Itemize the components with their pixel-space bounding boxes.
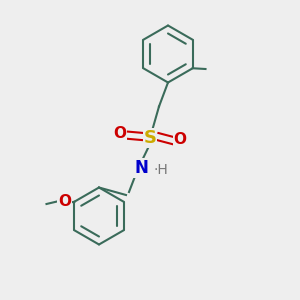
Text: O: O — [58, 194, 71, 208]
Text: N: N — [134, 159, 148, 177]
Text: O: O — [173, 132, 187, 147]
Text: O: O — [113, 126, 127, 141]
Text: ·H: ·H — [153, 163, 168, 176]
Text: S: S — [143, 129, 157, 147]
